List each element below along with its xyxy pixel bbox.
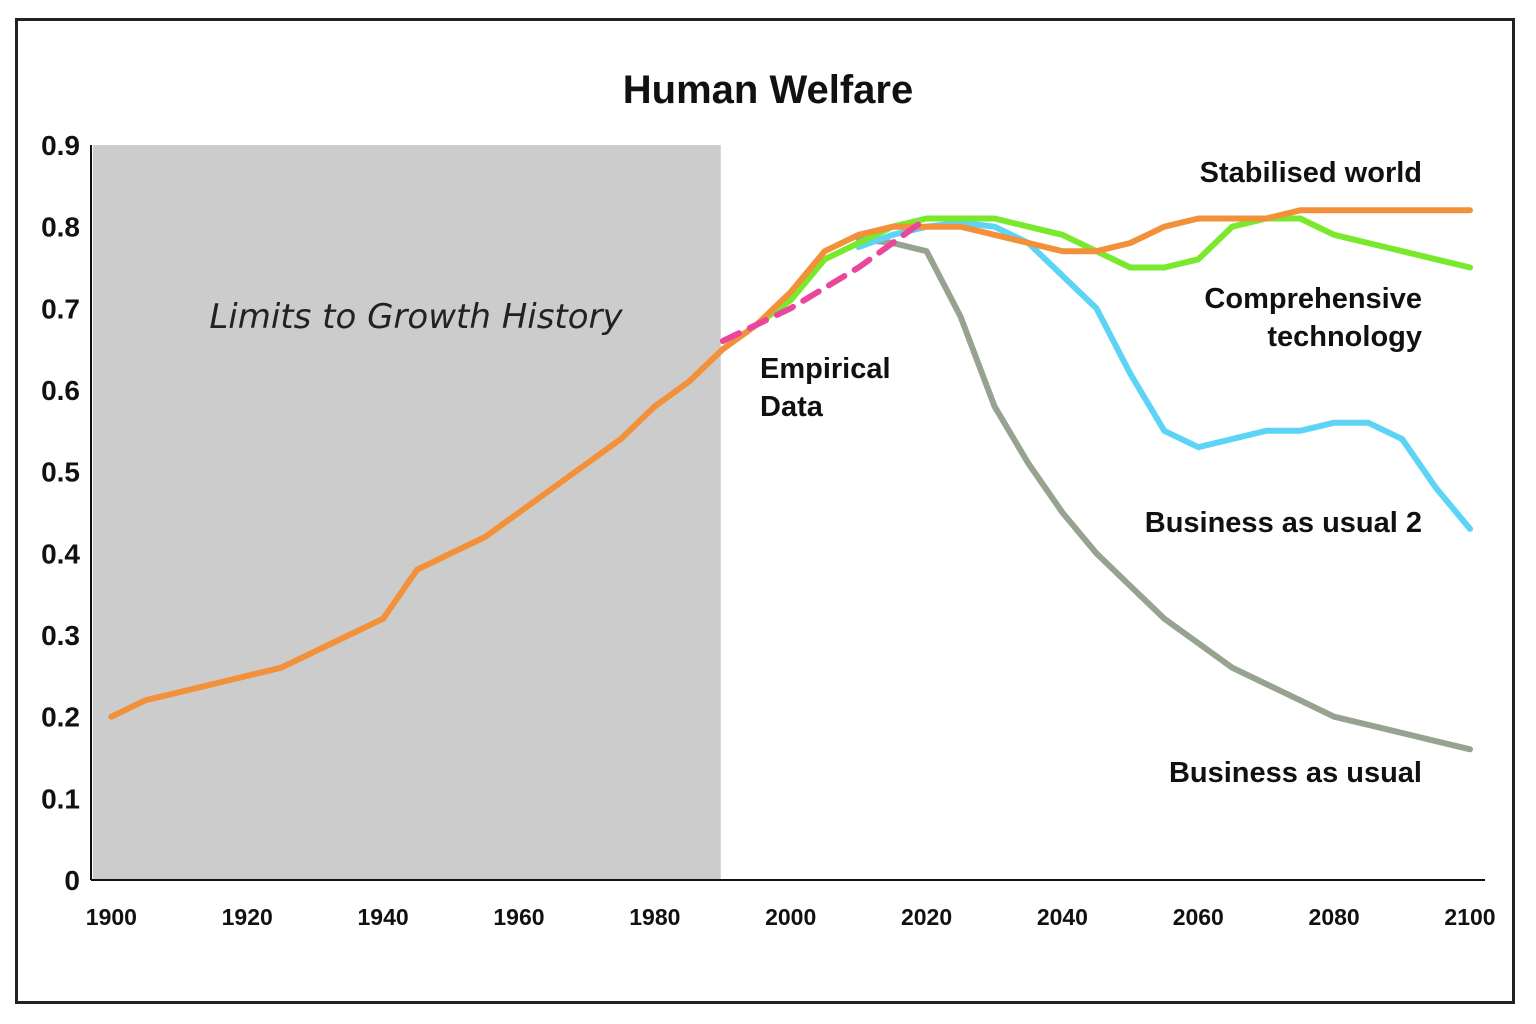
history-shaded-region	[93, 145, 721, 879]
series-label-empirical-line2: Data	[760, 391, 824, 423]
y-tick-label: 0.1	[41, 783, 80, 814]
x-tick-label: 2040	[1037, 904, 1088, 930]
series-label-business-as-usual: Business as usual	[1169, 757, 1422, 789]
history-region-label: Limits to Growth History	[209, 297, 623, 337]
x-tick-label: 2000	[765, 904, 816, 930]
series-label-comprehensive-line1: Comprehensive	[1204, 283, 1422, 315]
y-tick-labels: 0 0.1 0.2 0.3 0.4 0.5 0.6 0.7 0.8 0.9	[41, 130, 80, 896]
series-line-empirical-data	[719, 215, 930, 344]
series-label-comprehensive-line2: technology	[1267, 321, 1422, 353]
x-tick-label: 1960	[493, 904, 544, 930]
y-tick-label: 0.3	[41, 620, 80, 651]
y-tick-label: 0.8	[41, 212, 80, 243]
chart-frame	[15, 18, 1515, 1004]
y-tick-label: 0.9	[41, 130, 80, 161]
series-line-business-as-usual	[855, 235, 1473, 753]
x-tick-label: 2080	[1309, 904, 1360, 930]
y-tick-label: 0.4	[41, 538, 80, 569]
series-label-empirical-line1: Empirical	[760, 353, 891, 385]
series-lines	[108, 207, 1473, 753]
x-tick-label: 2020	[901, 904, 952, 930]
series-line-business-as-usual-2	[855, 219, 1473, 532]
x-tick-label: 2060	[1173, 904, 1224, 930]
x-tick-label: 1920	[222, 904, 273, 930]
x-tick-labels: 1900 1920 1940 1960 1980 2000 2020 2040 2060 2080…	[86, 904, 1496, 930]
x-tick-label: 1900	[86, 904, 137, 930]
x-tick-label: 1980	[629, 904, 680, 930]
y-tick-label: 0.7	[41, 293, 80, 324]
y-tick-label: 0.2	[41, 702, 80, 733]
x-tick-label: 2100	[1444, 904, 1495, 930]
series-line-stabilised-world	[108, 207, 1473, 720]
chart-title: Human Welfare	[623, 68, 913, 112]
series-line-comprehensive-technology	[753, 215, 1473, 328]
y-tick-label: 0	[64, 865, 80, 896]
x-tick-label: 1940	[358, 904, 409, 930]
y-tick-label: 0.5	[41, 457, 80, 488]
y-tick-label: 0.6	[41, 375, 80, 406]
series-label-stabilised-world: Stabilised world	[1200, 157, 1422, 189]
series-label-business-as-usual-2: Business as usual 2	[1145, 507, 1422, 539]
